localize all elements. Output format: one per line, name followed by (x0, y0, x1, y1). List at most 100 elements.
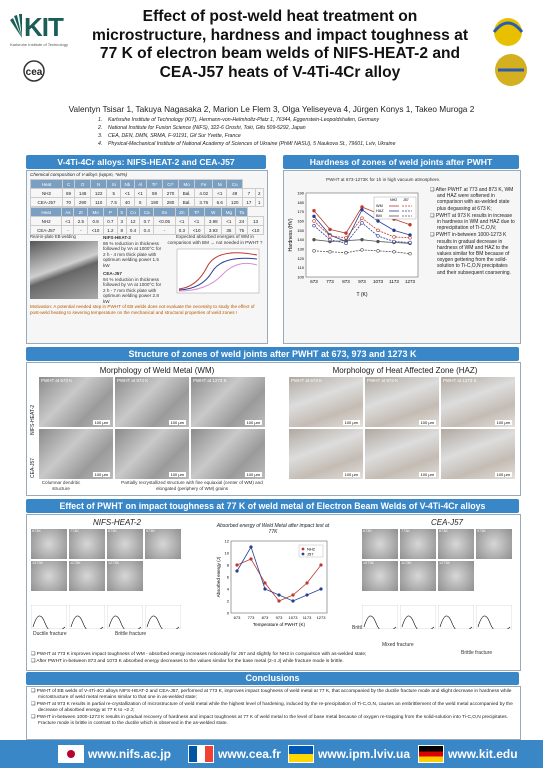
kit-logo-text: KIT (24, 12, 64, 42)
bullet: ❑ After PWHT at 773 and 873 K, WM and HA… (430, 187, 514, 212)
kit-logo[interactable]: KIT Karlsruhe Institute of Technology (8, 12, 78, 48)
impact-cea-title: CEA-J57 (430, 518, 463, 527)
footer-link-ipm[interactable]: www.ipm.lviv.ua (318, 747, 411, 761)
micrograph: PWHT at 673 K 100 μm (39, 377, 113, 427)
data-point (312, 223, 316, 228)
data-point (408, 251, 412, 256)
footer-link-nifs[interactable]: www.nifs.ac.jp (88, 747, 171, 761)
micrograph: PWHT at 673 K 100 μm (289, 377, 363, 427)
table-cell: 122 (90, 188, 108, 198)
title-line: microstructure, hardness and impact toug… (91, 26, 469, 44)
table-cell: NH2 (30, 188, 63, 198)
legend (298, 544, 324, 558)
load-curve (69, 605, 105, 629)
scale-bar: 100 μm (92, 420, 110, 425)
footer-link-cea[interactable]: www.cea.fr (218, 747, 281, 761)
table-cell: Cr* (161, 179, 179, 189)
data-point (235, 569, 239, 573)
fracture-image: 773K (400, 529, 436, 559)
nifs-logo-icon[interactable] (486, 12, 536, 90)
table-cell: <10 (247, 225, 264, 235)
affiliation: 2. National Institute for Fusion Science … (98, 125, 306, 132)
data-point (319, 563, 323, 567)
load-curve (438, 605, 474, 629)
alloys-box: Chemical composition of V-alloys (wppm, … (26, 170, 268, 344)
ebw-photo (30, 241, 98, 299)
scale-bar: 100 μm (168, 472, 186, 477)
fracture-image: 1173K (69, 561, 105, 591)
scale-bar: 100 μm (244, 420, 262, 425)
data-point (235, 563, 239, 567)
load-curve (31, 605, 67, 629)
data-point (291, 599, 295, 603)
data-point (376, 234, 380, 238)
load-curve (145, 605, 181, 629)
table-cell: 59 (145, 188, 163, 198)
energy-chart: 0 2 4 6 8 10 12 673 773 873 973 1073 1173 1273 Tempera… (216, 539, 328, 627)
data-point (376, 219, 380, 223)
y-tick-label: 10 (225, 551, 230, 556)
y-tick-label: 140 (297, 237, 304, 242)
table-cell: Co (125, 207, 141, 217)
fracture-label: 873K (439, 529, 448, 533)
table-cell: Mg (221, 207, 237, 217)
table-cell: CEA-J57 (30, 197, 63, 207)
data-point (344, 231, 348, 235)
x-tick-label: 1273 (317, 615, 327, 620)
micrograph-label: PWHT at 973 K (367, 378, 399, 383)
table-cell: <10 (87, 225, 104, 235)
table-cell: NH2 (29, 216, 63, 226)
y-tick-label: 180 (297, 200, 304, 205)
impact-bullets: ❑ PWHT at 773 K improves impact toughnes… (31, 652, 511, 666)
table-cell: <1 (188, 216, 206, 226)
y-tick-label: 190 (297, 191, 304, 196)
table-cell: As (61, 207, 75, 217)
fracture-label: 1273K (108, 561, 119, 565)
affiliation: 1. Karlsruhe Institute of Technology (KIT… (98, 117, 380, 123)
conclusion-item: ❑ PWHT at 973 K results in partial re-cr… (31, 702, 513, 714)
data-point (328, 237, 332, 242)
table-cell: 7.5 (106, 197, 122, 207)
micrograph: 100 μm (365, 429, 439, 479)
y-tick-label: 110 (298, 265, 305, 270)
y-tick-label: 12 (225, 539, 230, 544)
data-point (392, 239, 396, 244)
x-axis-label: Temperature of PWHT (K) (253, 622, 305, 627)
data-point (392, 235, 396, 239)
data-point (305, 593, 309, 597)
y-tick-label: 8 (227, 563, 230, 568)
ukraine-flag-icon (288, 745, 314, 763)
label-ductile: Ductile fracture (33, 631, 67, 637)
table-cell: 290 (74, 197, 92, 207)
footer-link-kit[interactable]: www.kit.edu (448, 747, 518, 761)
table-cell: 5 (106, 188, 122, 198)
data-point (263, 587, 267, 591)
scale-bar: 100 μm (494, 472, 512, 477)
data-point (376, 239, 380, 244)
table-cell: Heat (30, 179, 63, 189)
fracture-label: 873K (108, 529, 117, 533)
table-cell: 190 (145, 197, 163, 207)
table-cell: Si (106, 179, 122, 189)
legend-label: NH2 (307, 547, 316, 552)
caption-partial: Partially recrystallized structure with … (121, 480, 263, 491)
fracture-label: 773K (70, 529, 79, 533)
title-line: CEA-J57 heats of V-4Ti-4Cr alloy (159, 63, 401, 81)
title-line: Effect of post-weld heat treatment on (142, 8, 418, 25)
legend-label: HAZ (376, 209, 384, 213)
row-label-cea: CEA-J57 (30, 457, 36, 478)
table-cell: 3.98 (204, 216, 223, 226)
load-curve (107, 605, 143, 629)
y-tick-label: 130 (297, 247, 304, 252)
table-cell: 2 (254, 188, 264, 198)
table-cell: Al (133, 179, 147, 189)
micrograph: PWHT at 973 K 100 μm (115, 377, 189, 427)
haz-title: Morphology of Heat Affected Zone (HAZ) (332, 366, 478, 375)
fracture-image: 873K (438, 529, 474, 559)
fracture-image: 973K (145, 529, 181, 559)
table-cell: 8 (116, 225, 127, 235)
table-cell: 12 (125, 216, 141, 226)
micrograph-label: PWHT at 1273 K (443, 378, 477, 383)
cea-logo[interactable]: cea (14, 60, 54, 82)
x-tick-label: 1273 (405, 279, 416, 284)
